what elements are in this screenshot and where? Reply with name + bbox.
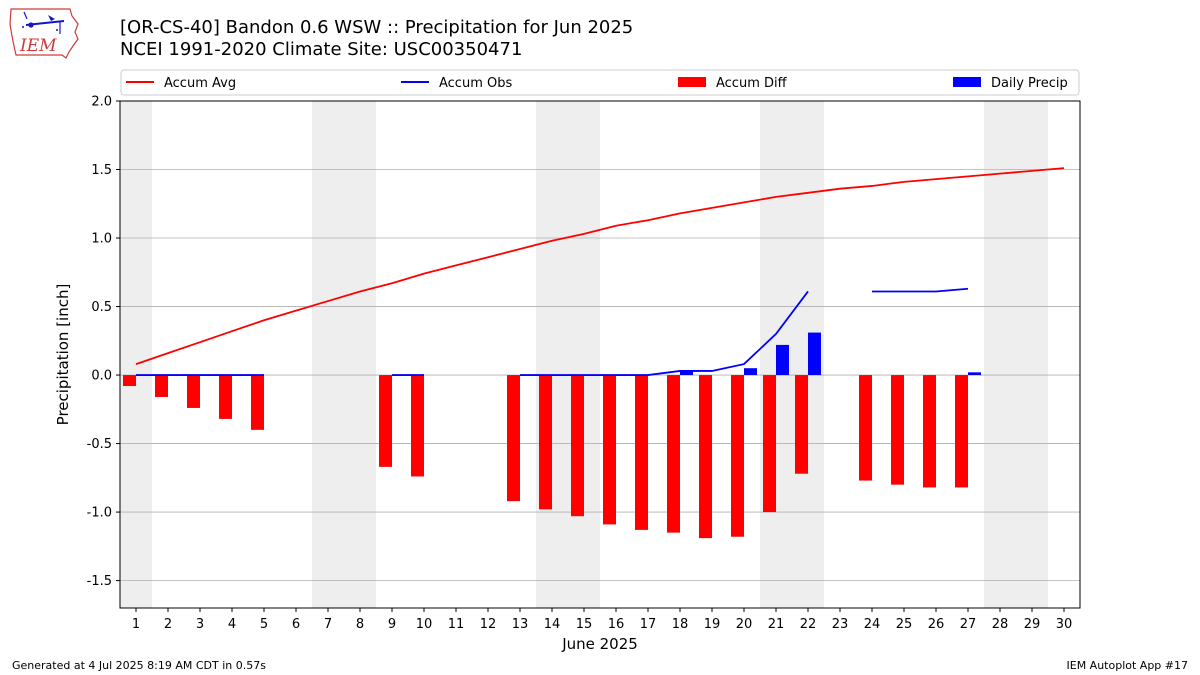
x-tick-label: 9 — [388, 617, 396, 632]
weekend-shade — [120, 101, 152, 608]
x-tick-label: 24 — [864, 617, 881, 632]
chart-title: [OR-CS-40] Bandon 0.6 WSW :: Precipitati… — [120, 17, 634, 38]
legend-label: Accum Diff — [716, 76, 788, 91]
accum-diff-bar — [219, 375, 232, 419]
generated-timestamp: Generated at 4 Jul 2025 8:19 AM CDT in 0… — [12, 659, 266, 672]
x-tick-label: 22 — [800, 617, 817, 632]
x-tick-label: 30 — [1056, 617, 1073, 632]
accum-diff-bar — [123, 375, 136, 387]
x-tick-label: 4 — [228, 617, 236, 632]
x-tick-label: 11 — [448, 617, 465, 632]
accum-diff-bar — [411, 375, 424, 477]
y-axis-label: Precipitation [inch] — [54, 284, 72, 426]
x-tick-label: 12 — [480, 617, 497, 632]
weekend-shade — [984, 101, 1048, 608]
y-tick-label: 0.0 — [91, 369, 112, 384]
accum-diff-bar — [955, 375, 968, 488]
y-tick-label: 2.0 — [91, 95, 112, 110]
app-credit: IEM Autoplot App #17 — [1066, 659, 1189, 672]
legend-label: Accum Avg — [164, 76, 236, 91]
legend-label: Daily Precip — [991, 76, 1068, 91]
accum-obs-line — [520, 290, 809, 376]
accum-diff-bar — [635, 375, 648, 530]
accum-diff-bar — [763, 375, 776, 513]
accum-diff-bar — [667, 375, 680, 533]
y-tick-label: -1.5 — [87, 574, 112, 589]
daily-precip-bar — [776, 344, 789, 376]
daily-precip-bar — [808, 332, 821, 376]
x-tick-label: 26 — [928, 617, 945, 632]
legend-swatch-bar — [678, 77, 706, 87]
accum-diff-bar — [187, 375, 200, 408]
daily-precip-bar — [680, 370, 693, 376]
x-tick-label: 23 — [832, 617, 849, 632]
x-tick-label: 28 — [992, 617, 1009, 632]
x-tick-label: 5 — [260, 617, 268, 632]
x-axis-label: June 2025 — [561, 635, 638, 653]
daily-precip-bar — [968, 372, 981, 376]
x-tick-label: 10 — [416, 617, 433, 632]
chart-subtitle: NCEI 1991-2020 Climate Site: USC00350471 — [120, 39, 523, 60]
y-tick-label: 1.5 — [91, 163, 112, 178]
x-tick-label: 20 — [736, 617, 753, 632]
y-tick-label: -0.5 — [87, 437, 112, 452]
legend-swatch-bar — [953, 77, 981, 87]
x-tick-label: 1 — [132, 617, 140, 632]
x-tick-label: 18 — [672, 617, 689, 632]
accum-diff-bar — [923, 375, 936, 488]
x-tick-label: 6 — [292, 617, 300, 632]
x-tick-label: 3 — [196, 617, 204, 632]
accum-obs-line — [872, 287, 969, 293]
legend: Accum Avg Accum Obs Accum Diff Daily Precip — [120, 69, 1080, 96]
x-tick-label: 15 — [576, 617, 593, 632]
accum-diff-bar — [379, 375, 392, 467]
accum-diff-bar — [571, 375, 584, 517]
accum-avg-line — [135, 167, 1065, 365]
accum-diff-bar — [155, 375, 168, 397]
x-tick-label: 2 — [164, 617, 172, 632]
weekend-shade — [536, 101, 600, 608]
iem-logo: IEM — [8, 6, 80, 60]
x-tick-label: 25 — [896, 617, 913, 632]
x-tick-label: 16 — [608, 617, 625, 632]
x-tick-label: 21 — [768, 617, 785, 632]
x-tick-label: 17 — [640, 617, 657, 632]
accum-diff-bar — [539, 375, 552, 510]
accum-diff-bar — [507, 375, 520, 502]
accum-diff-bar — [699, 375, 712, 539]
accum-diff-bar — [731, 375, 744, 537]
x-tick-label: 13 — [512, 617, 529, 632]
x-tick-label: 29 — [1024, 617, 1041, 632]
y-tick-label: -1.0 — [87, 506, 112, 521]
x-tick-label: 14 — [544, 617, 561, 632]
weekend-shade — [312, 101, 376, 608]
iem-logo-text: IEM — [19, 36, 57, 56]
y-tick-label: 0.5 — [91, 300, 112, 315]
accum-diff-bar — [859, 375, 872, 481]
x-tick-label: 27 — [960, 617, 977, 632]
y-tick-label: 1.0 — [91, 232, 112, 247]
legend-label: Accum Obs — [439, 76, 512, 91]
accum-diff-bar — [891, 375, 904, 485]
x-tick-label: 19 — [704, 617, 721, 632]
daily-precip-bar — [744, 368, 757, 376]
legend-box — [120, 69, 1080, 96]
plot-frame — [119, 100, 1081, 609]
accum-diff-bar — [251, 375, 264, 430]
accum-diff-bar — [795, 375, 808, 474]
accum-diff-bar — [603, 375, 616, 525]
x-tick-label: 7 — [324, 617, 332, 632]
x-tick-label: 8 — [356, 617, 364, 632]
